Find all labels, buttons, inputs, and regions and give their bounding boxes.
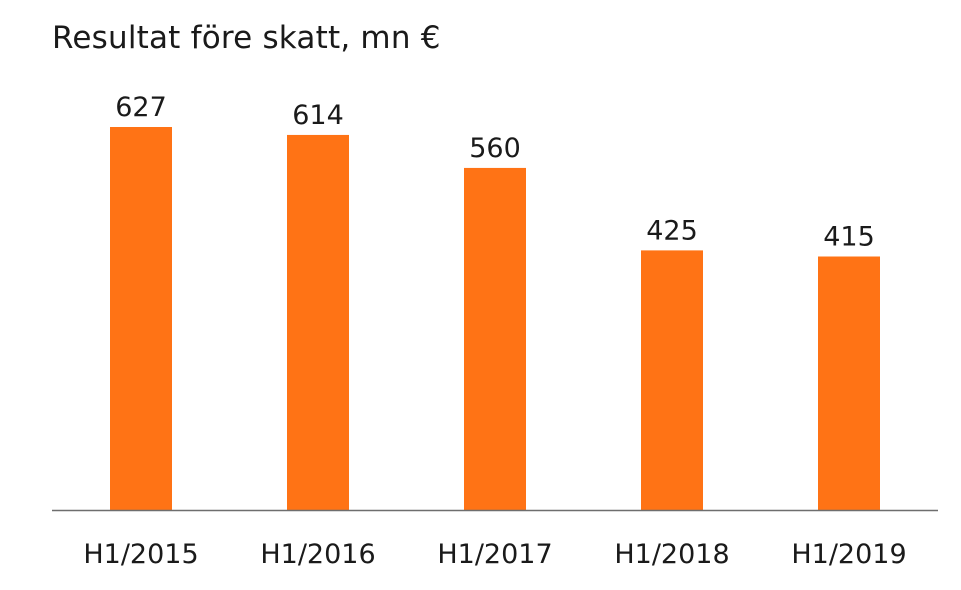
bar-value-label: 627 [115, 92, 167, 123]
x-tick-labels-layer: H1/2015 H1/2016 H1/2017 H1/2018 H1/2019 [83, 539, 906, 570]
bars-layer [110, 127, 880, 511]
bar-h1-2015 [110, 127, 172, 510]
x-tick-label: H1/2015 [83, 539, 198, 570]
bar-h1-2016 [287, 134, 349, 511]
bar-value-label: 415 [823, 221, 875, 252]
x-tick-label: H1/2017 [437, 539, 552, 570]
bar-h1-2018 [641, 250, 703, 510]
x-tick-label: H1/2018 [614, 539, 729, 570]
bar-h1-2017 [464, 167, 526, 510]
bar-h1-2019 [818, 256, 880, 510]
x-tick-label: H1/2016 [260, 539, 375, 570]
chart-title: Resultat före skatt, mn € [52, 20, 441, 56]
x-tick-label: H1/2019 [791, 539, 906, 570]
bar-value-label: 560 [469, 133, 521, 164]
bar-value-label: 614 [292, 100, 344, 131]
bar-value-label: 425 [646, 215, 698, 246]
value-labels-layer: 627 614 560 425 415 [115, 92, 875, 252]
